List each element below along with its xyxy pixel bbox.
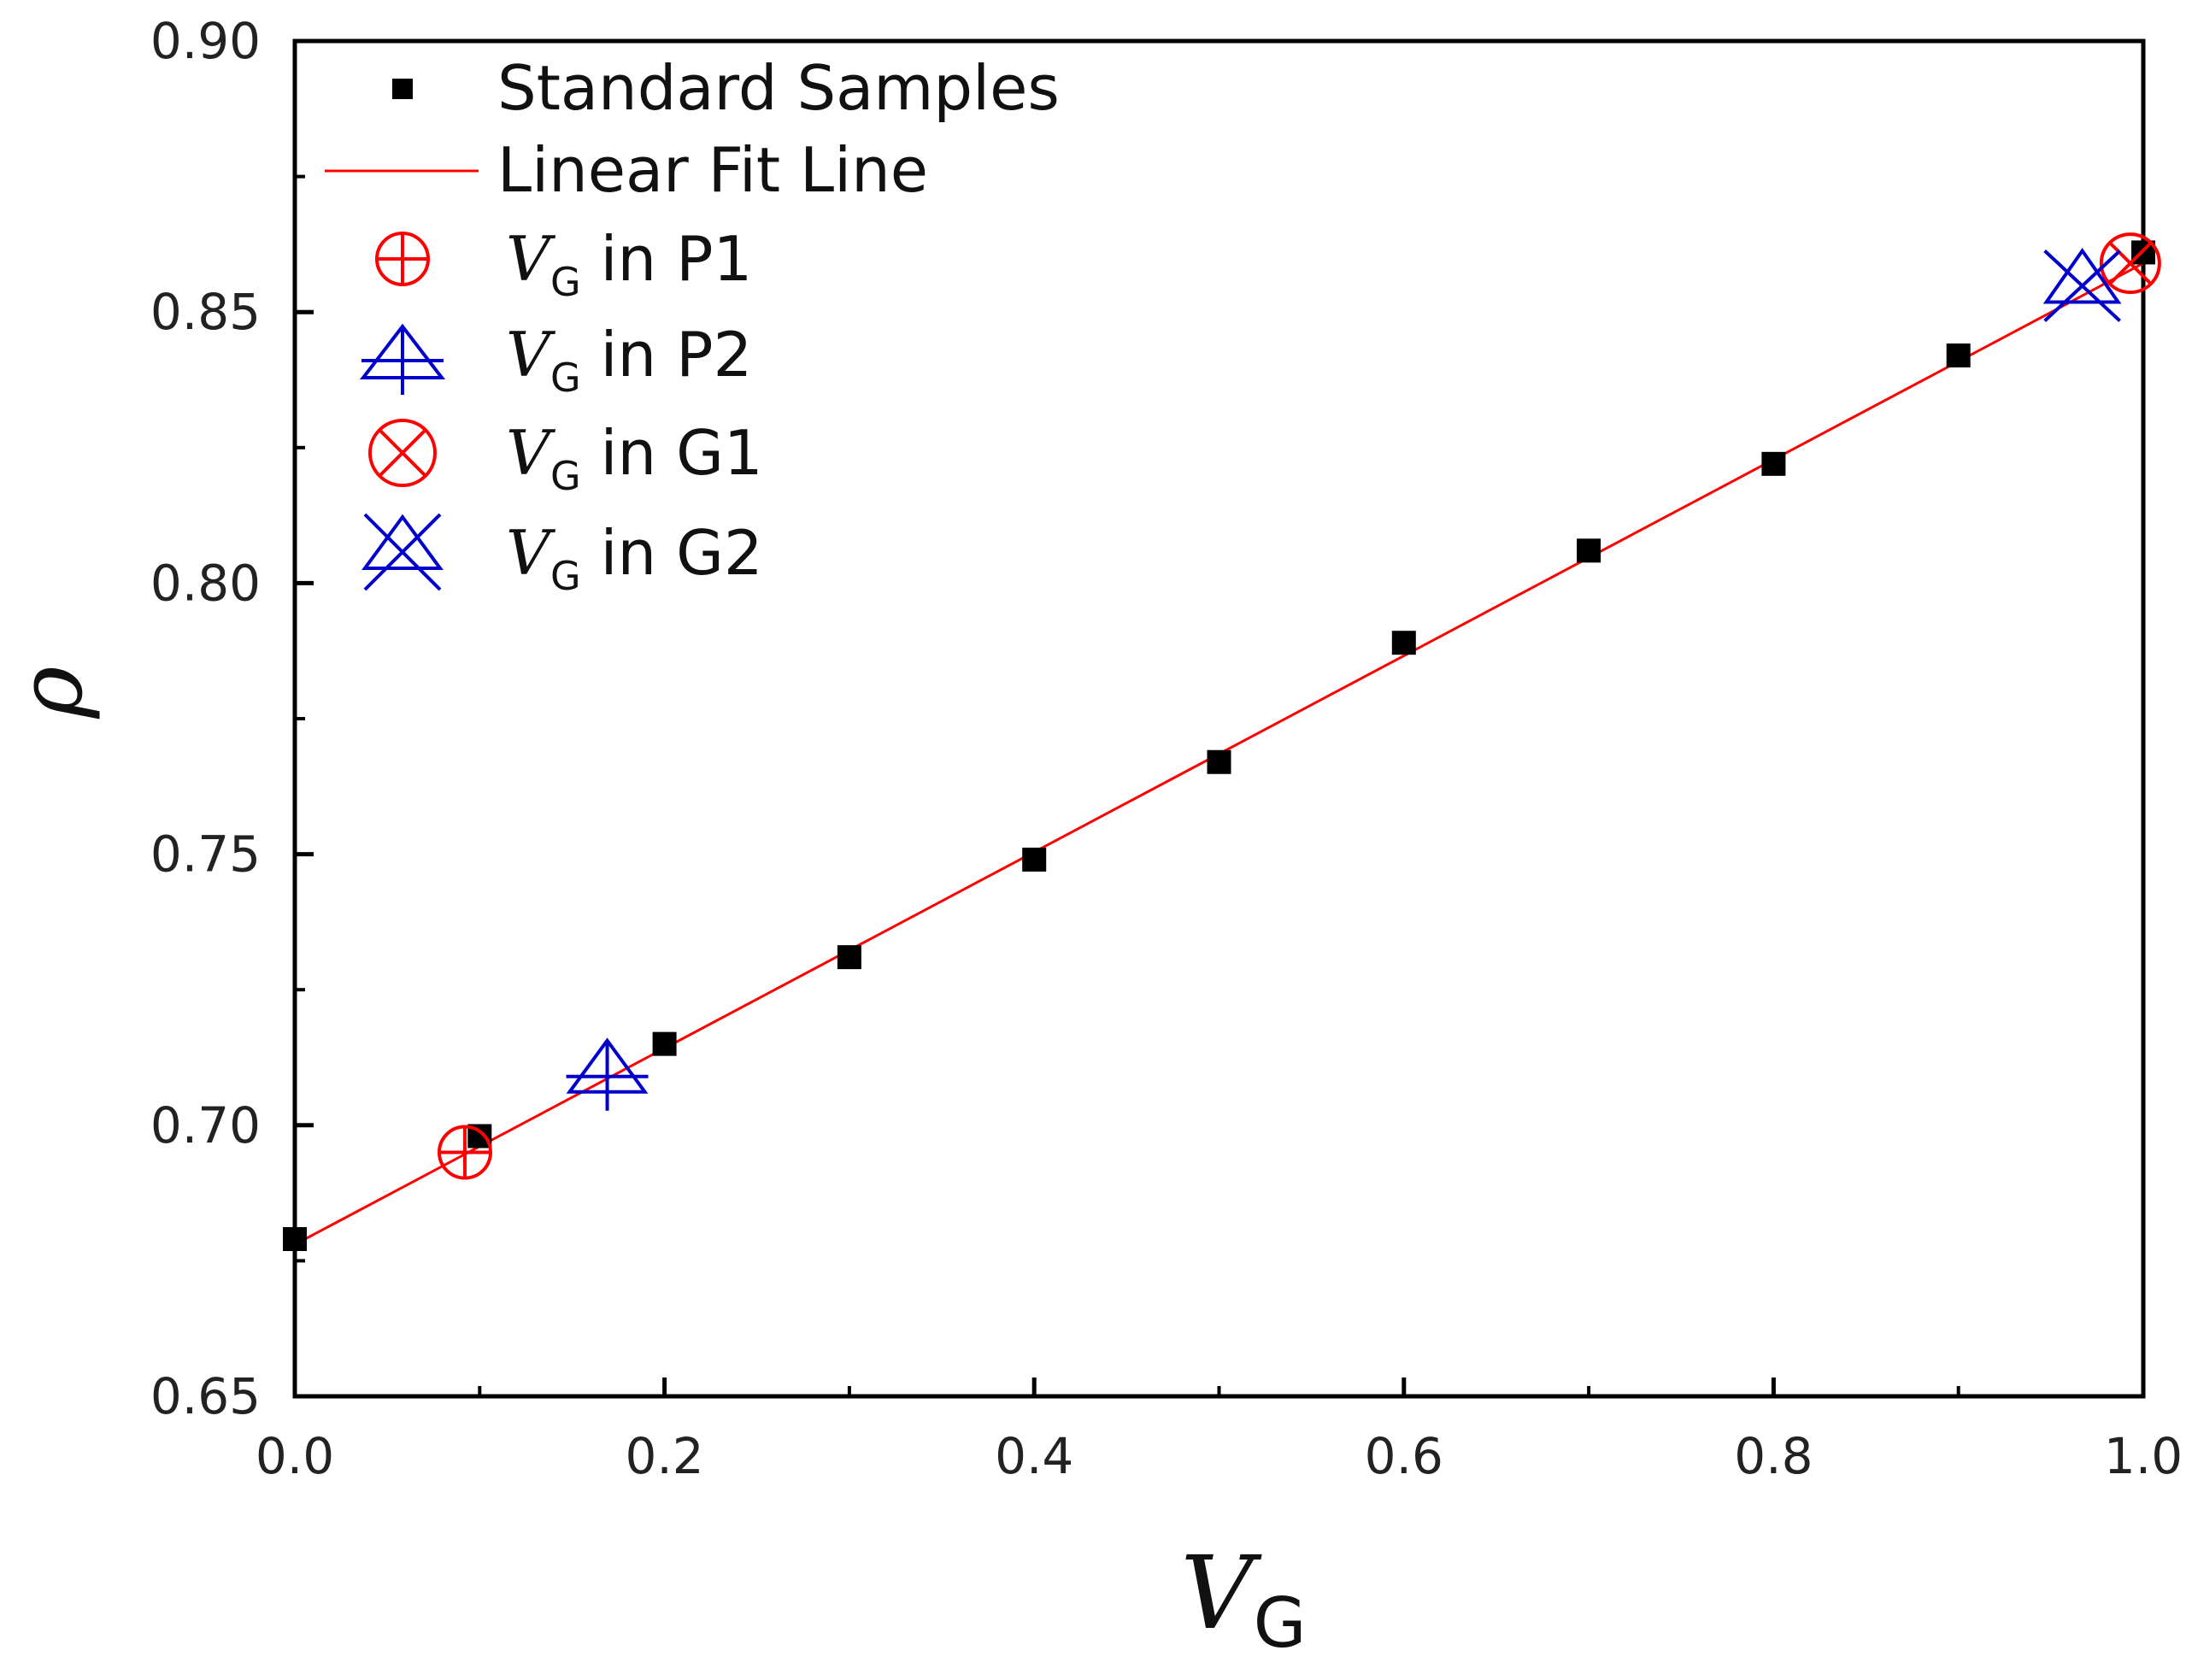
standard-sample-point [1577,538,1601,563]
legend-label-fit: Linear Fit Line [497,134,928,206]
x-axis-label-sub: G [1254,1583,1307,1663]
x-axis-label: VG [1180,1534,1306,1663]
y-tick-label: 0.65 [150,1367,261,1425]
legend-triangle-plus-marker [359,323,446,395]
x-tick-label: 0.4 [995,1427,1073,1485]
legend-circle-plus-marker [375,232,430,286]
legend-label-standard: Standard Samples [497,52,1060,124]
legend-square-marker [392,79,413,99]
standard-sample-point [283,1227,307,1252]
p1-point [437,1125,492,1180]
p2-point [566,1037,649,1111]
standard-sample-point [837,945,861,970]
legend-label-g1: VG in G1 [506,417,763,499]
x-tick-label: 0.0 [256,1427,334,1485]
y-tick-label: 0.85 [150,283,261,341]
x-tick-label: 0.2 [625,1427,703,1485]
legend-label-g2: VG in G2 [506,517,763,599]
standard-sample-point [652,1031,677,1056]
standard-sample-point [1391,631,1416,655]
g2-point [2042,247,2122,322]
g1-point [2099,232,2161,295]
y-axis-ticks: 0.65 0.70 0.75 0.80 0.85 0.90 [150,12,314,1425]
y-tick-label: 0.70 [150,1096,261,1154]
standard-sample-point [1022,847,1047,872]
y-tick-label: 0.80 [150,554,261,612]
data-points-layer [283,232,2161,1252]
x-tick-label: 1.0 [2104,1427,2183,1485]
x-axis-label-main: V [1180,1534,1262,1652]
legend-circle-x-marker [368,419,437,487]
legend: Standard Samples Linear Fit Line VG in P… [325,52,1060,599]
x-tick-label: 0.6 [1365,1427,1443,1485]
x-tick-label: 0.8 [1734,1427,1813,1485]
standard-sample-point [1761,451,1786,476]
plot-frame [292,38,2146,1399]
legend-label-p1: VG in P1 [506,223,752,305]
standard-sample-point [1946,343,1971,367]
legend-label-p2: VG in P2 [506,319,752,401]
standard-sample-point [1207,749,1231,774]
legend-triangle-x-marker [361,513,444,591]
y-axis-label: ρ [0,666,103,719]
y-tick-label: 0.90 [150,12,261,70]
y-tick-label: 0.75 [150,825,261,884]
x-axis-ticks: 0.0 0.2 0.4 0.6 0.8 1.0 [256,1377,2183,1485]
